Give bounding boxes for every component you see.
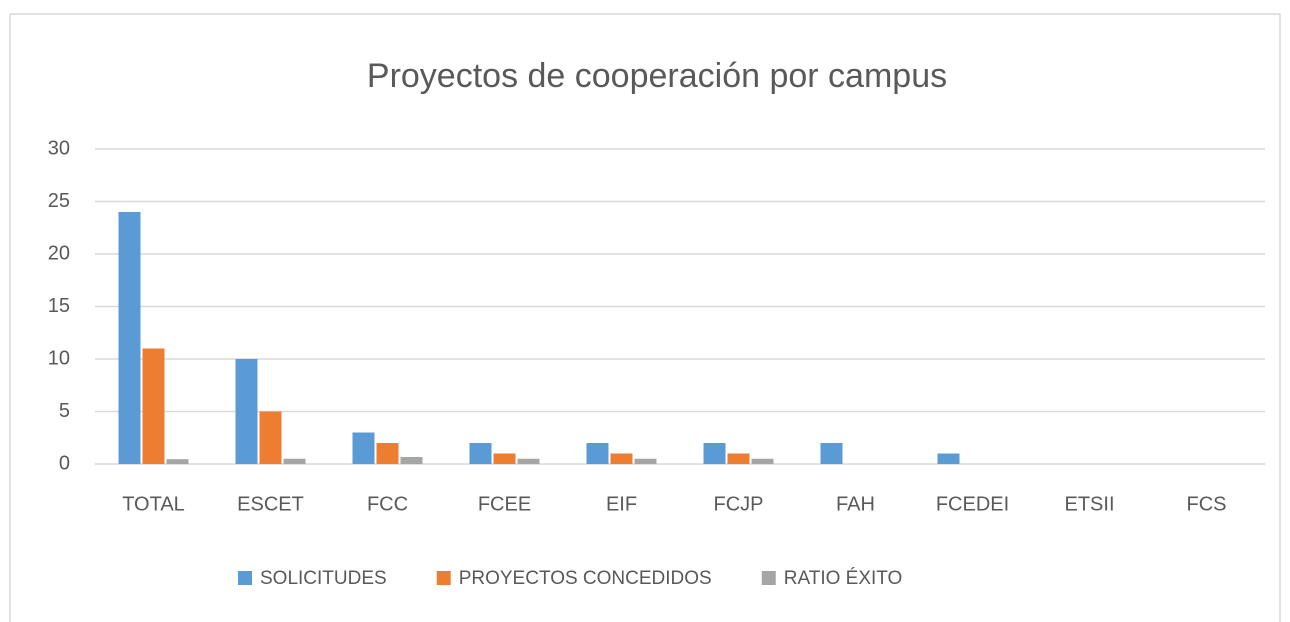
- bar: [400, 456, 423, 464]
- bar: [142, 348, 165, 464]
- y-tick-label: 10: [48, 347, 70, 369]
- bar: [283, 458, 306, 464]
- bar: [517, 458, 540, 464]
- chart-title: Proyectos de cooperación por campus: [367, 57, 947, 95]
- bar: [493, 453, 516, 464]
- x-tick-label: EIF: [606, 493, 637, 515]
- bar: [166, 459, 189, 464]
- x-tick-label: FCEDEI: [936, 493, 1009, 515]
- bar: [259, 411, 282, 464]
- y-tick-label: 15: [48, 295, 70, 317]
- legend-swatch: [436, 571, 451, 585]
- chart-border: [9, 13, 1281, 622]
- y-tick-label: 5: [59, 400, 70, 422]
- y-tick-label: 25: [48, 190, 70, 212]
- bar: [727, 453, 750, 464]
- bar: [634, 458, 657, 464]
- y-tick-label: 30: [48, 137, 70, 159]
- x-tick-label: ETSII: [1064, 493, 1114, 515]
- y-tick-label: 20: [48, 242, 70, 264]
- x-tick-label: TOTAL: [122, 493, 185, 515]
- bar: [820, 443, 843, 464]
- legend-swatch: [238, 571, 252, 585]
- legend-label: PROYECTOS CONCEDIDOS: [459, 568, 712, 589]
- x-tick-label: FCJP: [714, 493, 764, 515]
- bar: [751, 458, 774, 464]
- bar: [352, 432, 375, 464]
- bar: [937, 453, 960, 464]
- bar: [376, 443, 399, 464]
- bar: [469, 443, 492, 464]
- x-tick-label: ESCET: [237, 493, 304, 515]
- bar: [610, 453, 633, 464]
- x-tick-label: FCC: [367, 493, 408, 515]
- bar: [235, 359, 258, 464]
- x-tick-label: FCEE: [478, 493, 531, 515]
- legend-label: RATIO ÉXITO: [784, 568, 903, 589]
- legend-label: SOLICITUDES: [260, 568, 387, 589]
- x-tick-label: FCS: [1187, 493, 1227, 515]
- legend-swatch: [761, 571, 776, 585]
- y-tick-label: 0: [59, 452, 70, 474]
- bar: [586, 443, 609, 464]
- bar: [118, 212, 141, 464]
- bar: [703, 443, 726, 464]
- x-tick-label: FAH: [836, 493, 875, 515]
